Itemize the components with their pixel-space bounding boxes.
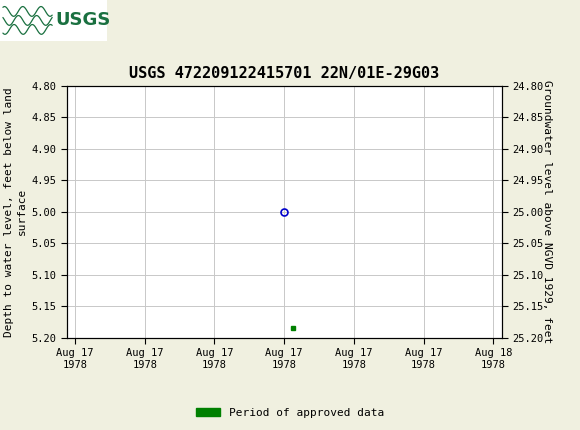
Bar <box>0 0 107 41</box>
Title: USGS 472209122415701 22N/01E-29G03: USGS 472209122415701 22N/01E-29G03 <box>129 66 439 81</box>
Legend: Period of approved data: Period of approved data <box>191 403 389 422</box>
Text: USGS: USGS <box>55 12 110 29</box>
Y-axis label: Depth to water level, feet below land
surface: Depth to water level, feet below land su… <box>4 87 27 337</box>
Y-axis label: Groundwater level above NGVD 1929, feet: Groundwater level above NGVD 1929, feet <box>542 80 552 344</box>
